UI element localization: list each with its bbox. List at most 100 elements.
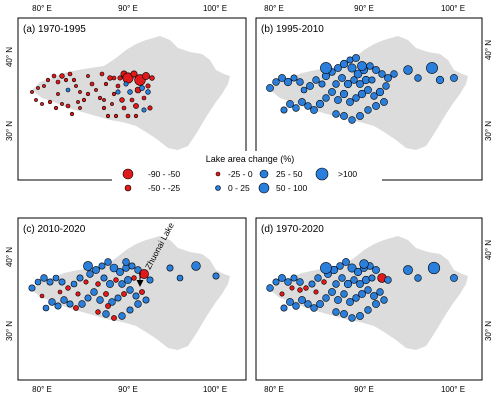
legend-label-minus90-minus50: -90 - -50 <box>148 169 180 179</box>
lake-marker-decrease <box>95 281 101 287</box>
legend-title: Lake area change (%) <box>206 154 295 164</box>
lake-marker-decrease <box>133 113 139 119</box>
lake-marker-increase <box>368 76 376 84</box>
lake-marker-increase <box>46 278 54 286</box>
lake-marker-decrease <box>53 105 59 111</box>
lake-marker-increase <box>312 76 320 84</box>
lake-marker-increase <box>58 278 66 286</box>
x-tick-a-top-80: 80° E <box>32 4 52 13</box>
lake-marker-decrease <box>111 91 117 97</box>
lake-marker-increase <box>109 263 119 273</box>
lake-marker-increase <box>292 302 300 310</box>
lake-marker-decrease <box>45 77 51 83</box>
lake-marker-decrease <box>121 105 127 111</box>
lake-marker-increase <box>98 262 106 270</box>
lake-marker-decrease <box>111 315 117 321</box>
legend-marker-over-100 <box>315 167 329 181</box>
lake-marker-decrease <box>110 102 114 106</box>
lake-marker-increase <box>340 310 348 318</box>
lake-marker-increase <box>66 300 74 308</box>
lake-marker-increase <box>357 61 367 71</box>
lake-marker-increase <box>339 89 349 99</box>
lake-marker-increase <box>322 294 330 302</box>
lake-marker-increase <box>298 296 306 304</box>
lake-marker-decrease <box>289 285 295 291</box>
legend-background <box>112 151 382 196</box>
lake-marker-increase <box>339 59 349 69</box>
lake-marker-decrease <box>40 102 44 106</box>
lake-marker-decrease <box>141 95 147 101</box>
lake-marker-increase <box>372 266 380 274</box>
lake-marker-increase <box>352 94 360 102</box>
lake-marker-decrease <box>73 305 79 311</box>
lake-marker-increase <box>376 288 384 296</box>
lake-marker-decrease <box>76 100 80 104</box>
lake-marker-decrease <box>131 275 137 281</box>
lake-marker-increase <box>272 78 280 86</box>
lake-marker-decrease <box>81 97 87 103</box>
lake-marker-decrease <box>113 113 119 119</box>
lake-marker-increase <box>76 274 84 282</box>
lake-marker-increase <box>348 116 356 124</box>
lake-marker-increase <box>334 96 342 104</box>
lake-marker-decrease <box>147 105 153 111</box>
y-tick-d-30: 30° N <box>484 321 493 341</box>
lake-marker-increase <box>328 288 336 296</box>
x-tick-c-100: 100° E <box>203 385 227 394</box>
legend-marker-minus90-minus50 <box>122 168 134 180</box>
x-tick-b-top-90: 90° E <box>354 4 374 13</box>
lake-marker-increase <box>334 64 342 72</box>
y-tick-a-40: 40° N <box>5 47 14 67</box>
lake-marker-decrease <box>279 291 285 297</box>
lake-marker-increase <box>108 298 116 306</box>
lake-marker-decrease <box>94 88 98 92</box>
lake-marker-increase <box>139 85 145 91</box>
x-tick-a-top-100: 100° E <box>203 4 227 13</box>
lake-marker-decrease <box>149 75 155 81</box>
lake-marker-increase <box>280 304 288 312</box>
lake-marker-decrease <box>85 91 91 97</box>
lake-marker-increase <box>310 106 318 114</box>
lake-marker-decrease <box>139 289 145 295</box>
legend-marker-minus50-minus25 <box>124 184 132 192</box>
lake-marker-increase <box>84 294 92 302</box>
lake-marker-increase <box>380 98 388 106</box>
legend-label-0-25: 0 - 25 <box>228 183 250 193</box>
lake-marker-increase <box>372 102 380 110</box>
lake-marker-decrease <box>121 291 127 297</box>
legend-marker-minus25-0 <box>215 171 221 177</box>
lake-marker-increase <box>338 274 346 282</box>
lake-marker-increase <box>42 304 50 312</box>
lake-marker-increase <box>414 274 422 282</box>
lake-marker-increase <box>34 278 42 286</box>
lake-marker-increase <box>346 298 354 306</box>
lake-marker-increase <box>146 276 154 284</box>
lake-marker-increase <box>320 62 332 74</box>
lake-marker-decrease <box>130 70 138 78</box>
lake-marker-increase <box>359 259 369 269</box>
lake-marker-increase <box>304 300 312 308</box>
lake-marker-increase <box>372 300 380 308</box>
lake-marker-decrease <box>59 73 65 79</box>
lake-marker-decrease <box>75 291 81 297</box>
lake-marker-increase <box>134 300 142 308</box>
lake-marker-increase <box>352 54 360 62</box>
lake-marker-decrease <box>55 79 61 85</box>
panel-c-map <box>28 236 230 350</box>
panel-b-label: (b) 1995-2010 <box>261 24 324 35</box>
lake-marker-increase <box>378 70 386 78</box>
x-tick-c-80: 80° E <box>32 385 52 394</box>
lake-marker-increase <box>350 276 358 284</box>
lake-marker-increase <box>122 258 130 266</box>
legend-marker-25-50 <box>259 169 269 179</box>
lake-marker-decrease <box>125 113 131 119</box>
lake-marker-increase <box>346 98 354 106</box>
lake-marker-decrease <box>117 75 123 81</box>
lake-marker-increase <box>290 74 298 82</box>
lake-marker-increase <box>356 312 364 320</box>
lake-marker-decrease <box>113 277 119 283</box>
lake-marker-increase <box>450 274 458 282</box>
lake-marker-decrease <box>105 303 111 309</box>
lake-marker-increase <box>118 280 126 288</box>
lake-marker-increase <box>450 74 458 82</box>
